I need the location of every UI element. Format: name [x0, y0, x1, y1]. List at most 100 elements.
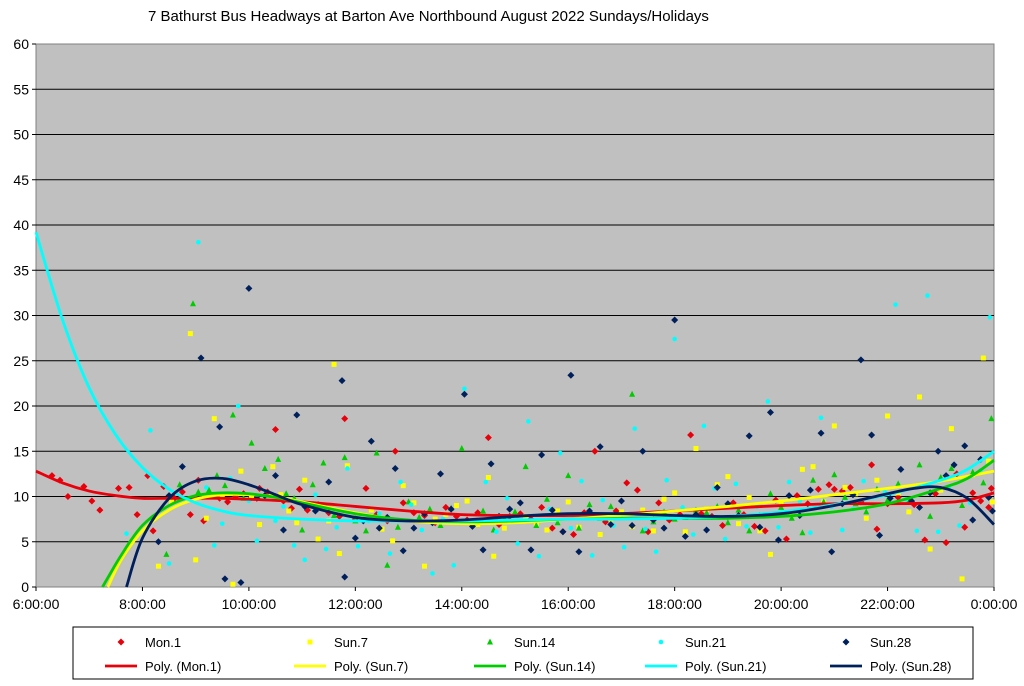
x-axis: 6:00:00 8:00:00 10:00:00 12:00:00 14:00:00 16…: [13, 587, 1018, 612]
data-point: [746, 494, 752, 500]
data-point: [193, 557, 199, 563]
data-point: [416, 513, 423, 520]
data-point: [548, 524, 556, 532]
data-point: [682, 529, 688, 535]
data-point: [774, 536, 782, 544]
data-point: [331, 361, 337, 367]
data-point: [927, 512, 934, 519]
legend-label: Poly. (Sun.7): [334, 659, 408, 674]
legend-label: Mon.1: [145, 635, 181, 650]
data-point: [391, 464, 399, 472]
data-point: [596, 443, 604, 451]
data-point: [399, 547, 407, 555]
data-point: [114, 484, 122, 492]
data-point: [959, 576, 965, 582]
data-point: [703, 509, 710, 516]
data-point: [480, 507, 487, 514]
data-point: [857, 356, 865, 364]
data-point: [213, 472, 220, 479]
data-point: [927, 546, 933, 552]
trendline: [106, 469, 995, 588]
data-point: [650, 528, 656, 534]
data-point: [211, 543, 217, 548]
data-point: [313, 492, 318, 497]
data-point: [607, 502, 614, 509]
data-point: [501, 525, 507, 531]
data-point: [345, 466, 350, 471]
data-point: [169, 499, 175, 505]
data-point: [430, 571, 435, 576]
data-point: [283, 490, 290, 497]
data-point: [341, 454, 348, 461]
data-point: [538, 503, 546, 511]
data-point: [950, 461, 958, 469]
data-point: [515, 541, 520, 546]
data-point: [782, 535, 790, 543]
data-point: [376, 511, 382, 516]
y-tick-label: 15: [13, 443, 29, 459]
legend-marker: [658, 639, 664, 645]
data-point: [286, 508, 292, 514]
data-point: [516, 499, 524, 507]
data-point: [154, 538, 162, 546]
x-tick-label: 22:00:00: [860, 596, 915, 612]
data-point: [959, 502, 966, 509]
data-point: [275, 455, 282, 462]
data-point: [961, 442, 969, 450]
data-point: [776, 524, 781, 530]
data-point: [355, 543, 361, 549]
data-point: [565, 499, 571, 505]
x-tick-label: 12:00:00: [328, 596, 383, 612]
data-point: [831, 471, 838, 478]
data-point: [570, 531, 578, 539]
data-point: [986, 458, 992, 464]
trendline: [125, 476, 995, 588]
data-point: [447, 505, 455, 513]
data-point: [293, 411, 301, 419]
data-point: [432, 516, 438, 522]
data-point: [886, 494, 894, 502]
data-point: [460, 390, 468, 398]
data-point: [320, 459, 327, 466]
data-point: [988, 415, 995, 422]
data-point: [568, 525, 574, 531]
data-point: [814, 485, 822, 493]
data-point: [629, 390, 636, 397]
data-point: [830, 485, 838, 493]
data-point: [733, 481, 739, 487]
data-point: [133, 511, 141, 519]
data-point: [788, 514, 795, 521]
data-point: [248, 439, 255, 446]
y-tick-label: 45: [13, 172, 29, 188]
data-point: [618, 509, 624, 515]
data-point: [863, 515, 869, 521]
data-point: [190, 300, 197, 307]
data-point: [291, 543, 297, 548]
data-point: [690, 532, 696, 537]
data-point: [464, 498, 470, 504]
data-point: [338, 377, 346, 385]
data-point: [623, 479, 631, 487]
legend-marker: [487, 638, 493, 645]
data-point: [643, 526, 648, 532]
data-point: [934, 447, 942, 455]
data-point: [205, 486, 212, 493]
y-axis: 0 5 10 15 20 25 30 35 40 45 50 55 60: [13, 36, 36, 595]
data-point: [915, 503, 923, 511]
data-point: [735, 506, 742, 513]
data-point: [988, 507, 996, 515]
data-point: [808, 530, 813, 535]
data-point: [980, 479, 987, 486]
data-point: [639, 527, 646, 534]
data-point: [661, 496, 667, 502]
data-point: [279, 526, 287, 534]
data-point: [178, 463, 186, 471]
data-point: [325, 478, 333, 486]
y-tick-label: 10: [13, 489, 29, 505]
data-point: [672, 336, 677, 342]
data-point: [235, 403, 241, 409]
y-tick-label: 60: [13, 36, 29, 52]
data-point: [916, 461, 923, 468]
data-point: [987, 484, 995, 492]
data-point: [485, 474, 491, 480]
